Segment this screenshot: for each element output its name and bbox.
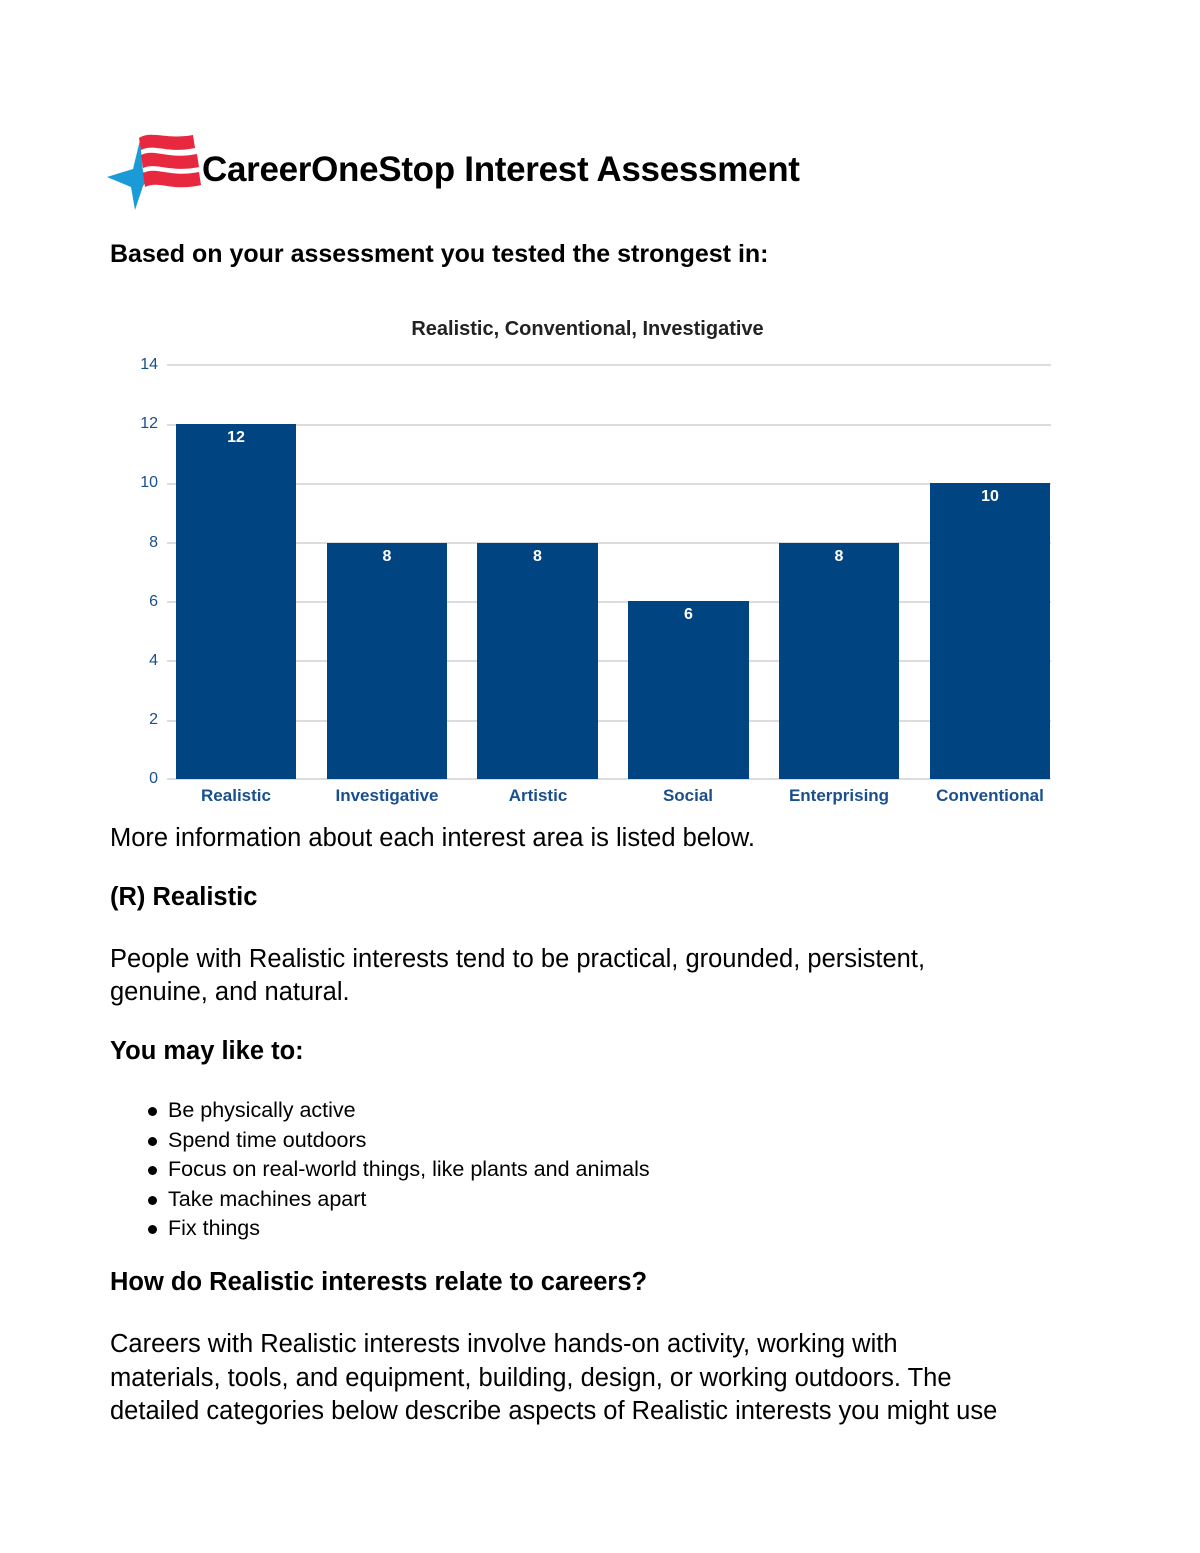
gridline (167, 364, 1051, 366)
list-item: Spend time outdoors (110, 1126, 650, 1156)
list-item: Take machines apart (110, 1185, 650, 1215)
bullet-icon (148, 1195, 157, 1205)
y-tick: 8 (149, 534, 158, 551)
list-item: Fix things (110, 1214, 650, 1244)
bar-enterprising: 8 (779, 543, 899, 779)
bullet-icon (148, 1166, 157, 1175)
bar-value-label: 10 (981, 488, 999, 505)
likes-list: Be physically active Spend time outdoors… (110, 1096, 650, 1244)
y-tick: 12 (140, 415, 158, 432)
x-label-investigative: Investigative (335, 786, 439, 805)
bar-artistic: 8 (477, 543, 598, 779)
likes-heading: You may like to: (110, 1037, 304, 1065)
gridline (167, 660, 1051, 662)
y-tick: 0 (149, 770, 158, 787)
section-heading-realistic: (R) Realistic (110, 883, 258, 911)
bullet-icon (148, 1136, 157, 1146)
bar-value-label: 8 (533, 548, 542, 565)
list-item-text: Take machines apart (168, 1186, 367, 1211)
list-item-text: Spend time outdoors (168, 1127, 367, 1152)
gridline (167, 424, 1051, 426)
interest-bar-chart: Realistic, Conventional, Investigative 1… (0, 300, 1200, 820)
y-tick: 6 (149, 593, 158, 610)
page-title: CareerOneStop Interest Assessment (202, 150, 800, 189)
bullet-icon (148, 1225, 157, 1234)
y-tick: 10 (140, 474, 158, 491)
careers-description-line: Careers with Realistic interests involve… (110, 1330, 898, 1358)
chart-title: Realistic, Conventional, Investigative (411, 318, 764, 340)
list-item: Be physically active (110, 1096, 650, 1126)
y-tick: 2 (149, 711, 158, 728)
careers-description-line: detailed categories below describe aspec… (110, 1397, 998, 1425)
x-label-conventional: Conventional (936, 786, 1044, 805)
careers-heading: How do Realistic interests relate to car… (110, 1268, 648, 1296)
bar-value-label: 12 (227, 429, 245, 446)
x-label-social: Social (662, 786, 714, 805)
x-label-enterprising: Enterprising (788, 786, 890, 805)
bar-social: 6 (628, 601, 749, 779)
gridline (167, 542, 1051, 544)
bar-value-label: 8 (382, 548, 392, 565)
more-info-text: More information about each interest are… (110, 824, 755, 852)
realistic-description-line: People with Realistic interests tend to … (110, 945, 926, 973)
x-label-artistic: Artistic (508, 786, 568, 805)
bar-value-label: 6 (684, 606, 693, 623)
bar-realistic: 12 (176, 424, 296, 779)
bullet-icon (148, 1107, 157, 1116)
bar-conventional: 10 (930, 483, 1050, 779)
gridline (167, 720, 1051, 722)
list-item-text: Be physically active (168, 1098, 356, 1122)
gridline (167, 483, 1051, 485)
list-item: Focus on real-world things, like plants … (110, 1155, 650, 1185)
bar-investigative: 8 (327, 543, 447, 779)
y-tick: 14 (140, 356, 158, 373)
list-item-text: Focus on real-world things, like plants … (168, 1157, 650, 1181)
bar-value-label: 8 (834, 548, 844, 565)
list-item-text: Fix things (168, 1216, 261, 1240)
x-label-realistic: Realistic (201, 786, 271, 805)
careeronestop-logo-icon (107, 130, 203, 212)
careers-description-line: materials, tools, and equipment, buildin… (110, 1364, 952, 1392)
gridline (167, 601, 1051, 603)
x-axis-baseline (167, 778, 1051, 780)
y-tick: 4 (149, 652, 158, 669)
realistic-description-line: genuine, and natural. (110, 978, 350, 1006)
strongest-areas-label: Based on your assessment you tested the … (110, 240, 769, 268)
